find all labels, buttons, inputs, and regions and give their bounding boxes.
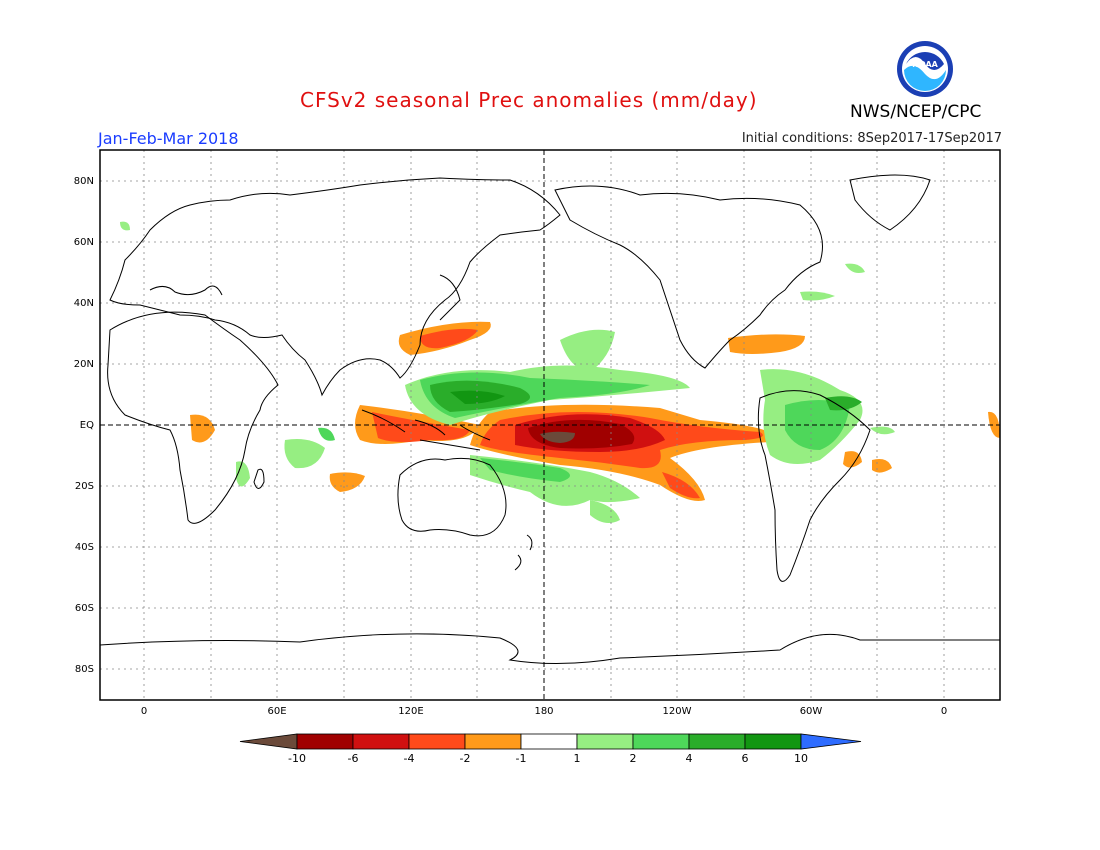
- dry-anomaly-region: [988, 411, 1000, 438]
- greenland-coastline: [849, 174, 931, 231]
- map-frame: [99, 149, 1001, 701]
- lat-label: 40S: [75, 542, 94, 553]
- colorbar-swatch: [520, 733, 578, 750]
- agency-label: NWS/NCEP/CPC: [850, 102, 982, 122]
- colorbar-label: -4: [404, 752, 415, 765]
- reference-lines: [100, 150, 1000, 700]
- colorbar-swatch: [688, 733, 746, 750]
- map-title: CFSv2 seasonal Prec anomalies (mm/day): [300, 88, 758, 112]
- wet-anomaly-region: [120, 221, 130, 231]
- lat-label: 20N: [74, 359, 94, 370]
- lat-label: 80S: [75, 664, 94, 675]
- colorbar-swatch: [632, 733, 690, 750]
- wet-anomaly-region: [870, 426, 895, 435]
- colorbar-label: -10: [288, 752, 306, 765]
- wet-anomaly-region: [318, 427, 335, 441]
- lat-labels: 80N 60N 40N 20N EQ 20S 40S 60S 80S: [74, 176, 94, 675]
- antarctica-coastline: [100, 633, 1000, 665]
- dry-anomaly-region: [329, 472, 365, 492]
- dry-anomaly-region: [420, 328, 478, 349]
- north-america-coastline: [554, 185, 823, 369]
- lat-label: 80N: [74, 176, 94, 187]
- anomaly-fields: [120, 221, 1000, 524]
- wet-anomaly-region: [800, 291, 835, 301]
- colorbar-label: 4: [686, 752, 693, 765]
- colorbar-swatch: [408, 733, 466, 750]
- dry-anomaly-region: [190, 414, 215, 443]
- lat-label: 60N: [74, 237, 94, 248]
- lon-label: 0: [141, 706, 147, 717]
- lat-label: 20S: [75, 481, 94, 492]
- colorbar-label: -2: [460, 752, 471, 765]
- dry-anomaly-region: [843, 451, 862, 468]
- lon-label: 120E: [398, 706, 423, 717]
- lon-label: 180: [534, 706, 553, 717]
- colorbar-swatch: [464, 733, 522, 750]
- dry-anomaly-region: [372, 412, 470, 443]
- japan-coastline: [439, 274, 461, 321]
- noaa-logo: NOAA: [897, 41, 953, 97]
- gridlines: [100, 150, 1000, 700]
- colorbar-label: 6: [742, 752, 749, 765]
- lon-label: 60W: [800, 706, 823, 717]
- initial-conditions: Initial conditions: 8Sep2017-17Sep2017: [741, 131, 1002, 146]
- colorbar-arrow-high: [800, 733, 862, 750]
- wet-anomaly-region: [480, 458, 570, 482]
- new-zealand-coastline: [514, 534, 533, 571]
- lon-label: 60E: [267, 706, 286, 717]
- lon-label: 0: [941, 706, 947, 717]
- colorbar-swatch: [296, 733, 354, 750]
- south-america-coastline: [757, 390, 871, 582]
- colorbar-swatch: [576, 733, 634, 750]
- coastlines: [100, 174, 1000, 665]
- lon-labels: 0 60E 120E 180 120W 60W 0: [141, 706, 947, 717]
- lat-label: 60S: [75, 603, 94, 614]
- colorbar-label: 10: [794, 752, 808, 765]
- wet-anomaly-region: [560, 329, 615, 372]
- lat-label: 40N: [74, 298, 94, 309]
- colorbar-label: -6: [348, 752, 359, 765]
- indonesia-coastline: [361, 409, 491, 451]
- dry-anomaly-region: [662, 472, 700, 499]
- colorbar-arrow-low: [239, 733, 298, 750]
- lat-label: EQ: [80, 420, 94, 431]
- dry-anomaly-region: [872, 459, 892, 473]
- europe-coastline: [149, 285, 223, 296]
- dry-anomaly-region: [540, 431, 575, 443]
- colorbar-swatch: [744, 733, 802, 750]
- noaa-logo-text: NOAA: [912, 60, 938, 69]
- wet-anomaly-region: [845, 263, 865, 273]
- colorbar-swatch: [352, 733, 410, 750]
- colorbar-label: 2: [630, 752, 637, 765]
- wet-anomaly-region: [825, 396, 862, 411]
- lon-label: 120W: [663, 706, 692, 717]
- dry-anomaly-region: [728, 334, 805, 354]
- wet-anomaly-region: [236, 461, 250, 487]
- forecast-period: Jan-Feb-Mar 2018: [98, 129, 239, 148]
- eurasia-coastline: [109, 177, 561, 397]
- wet-anomaly-region: [450, 390, 505, 404]
- africa-coastline: [107, 311, 279, 524]
- madagascar-coastline: [253, 468, 265, 489]
- wet-anomaly-region: [284, 439, 325, 469]
- wet-anomaly-region: [590, 500, 620, 524]
- australia-coastline: [397, 457, 507, 537]
- wet-anomaly-region: [785, 400, 850, 450]
- colorbar-label: 1: [574, 752, 581, 765]
- colorbar: -10 -6 -4 -2 -1 1 2 4 6 10: [239, 733, 862, 765]
- colorbar-label: -1: [516, 752, 527, 765]
